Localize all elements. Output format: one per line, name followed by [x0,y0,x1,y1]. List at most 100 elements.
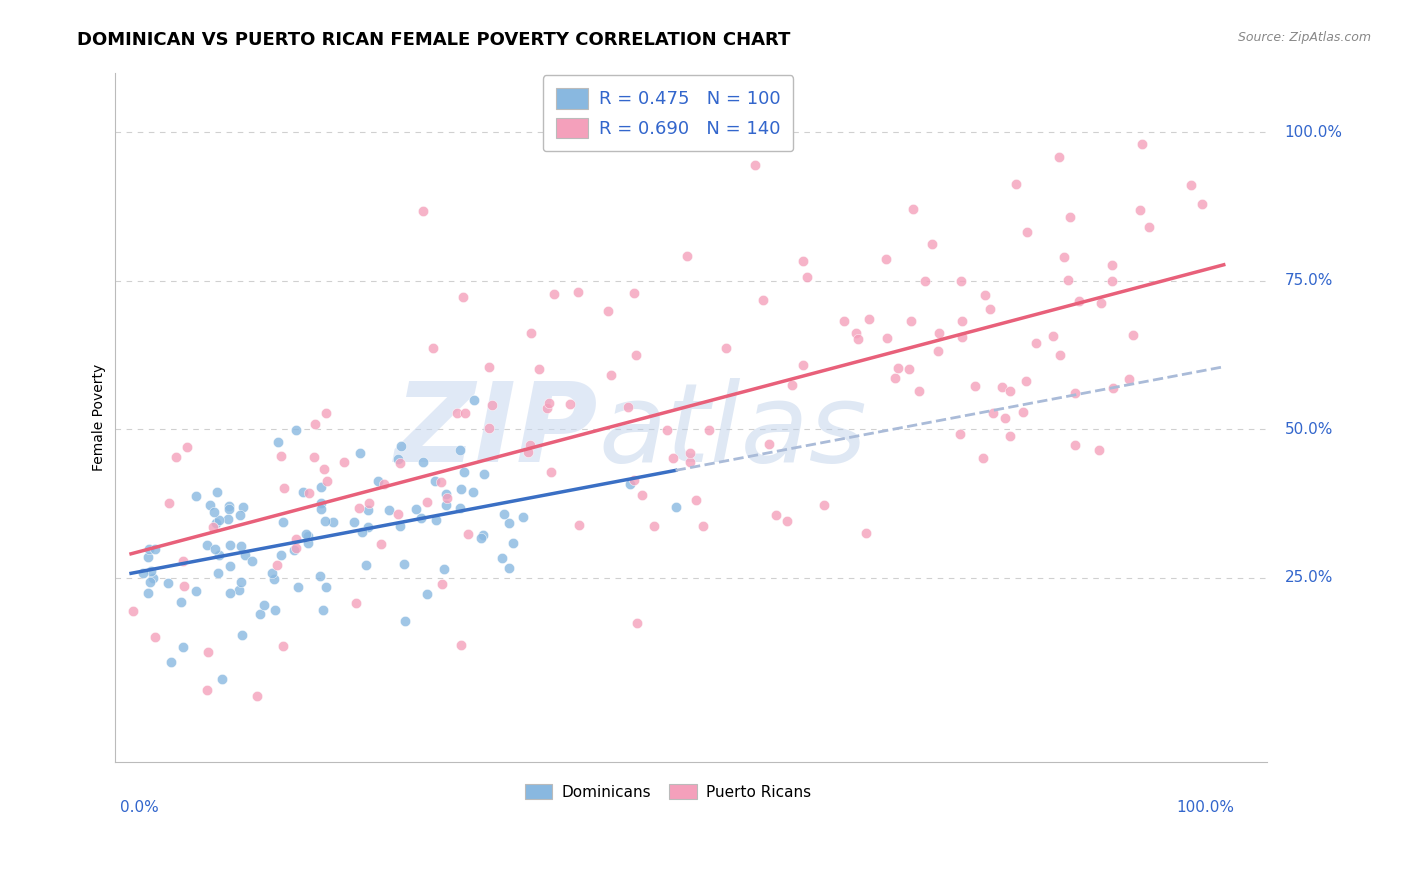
Point [169,595,191,609]
Point [974,287,997,301]
Point [218,499,240,513]
Point [1015,374,1038,388]
Point [676,250,699,264]
Point [512,510,534,524]
Point [998,384,1021,398]
Point [1101,381,1123,395]
Point [1047,150,1070,164]
Point [207,566,229,581]
Point [233,548,256,562]
Point [491,551,513,566]
Point [478,359,501,374]
Point [855,526,877,541]
Text: Source: ZipAtlas.com: Source: ZipAtlas.com [1237,31,1371,45]
Point [792,254,814,268]
Point [875,252,897,266]
Point [1130,137,1153,152]
Point [1090,295,1112,310]
Point [159,655,181,669]
Point [425,513,447,527]
Point [624,348,647,362]
Point [309,495,332,509]
Point [568,517,591,532]
Point [389,456,412,470]
Point [457,527,479,541]
Point [142,571,165,585]
Point [270,548,292,562]
Point [186,489,208,503]
Point [1088,442,1111,457]
Point [662,450,685,465]
Point [314,514,336,528]
Text: DOMINICAN VS PUERTO RICAN FEMALE POVERTY CORRELATION CHART: DOMINICAN VS PUERTO RICAN FEMALE POVERTY… [77,31,790,49]
Point [231,628,253,642]
Point [481,398,503,412]
Point [270,449,292,463]
Point [246,690,269,704]
Point [263,572,285,586]
Point [928,326,950,340]
Point [1059,210,1081,224]
Point [463,392,485,407]
Point [389,519,412,533]
Point [697,423,720,437]
Text: 100.0%: 100.0% [1285,125,1343,140]
Point [994,410,1017,425]
Point [472,467,495,481]
Point [394,614,416,628]
Point [218,501,240,516]
Point [744,158,766,172]
Text: 75.0%: 75.0% [1285,273,1333,288]
Point [249,607,271,621]
Point [284,541,307,556]
Point [312,602,335,616]
Point [139,575,162,590]
Point [287,580,309,594]
Point [322,515,344,529]
Point [373,476,395,491]
Point [434,487,457,501]
Point [136,550,159,565]
Point [217,511,239,525]
Point [122,604,145,618]
Point [309,480,332,494]
Point [1101,275,1123,289]
Point [316,474,339,488]
Point [204,541,226,556]
Point [498,516,520,530]
Point [229,575,252,590]
Point [283,542,305,557]
Point [536,401,558,415]
Point [197,645,219,659]
Point [623,286,645,301]
Point [453,465,475,479]
Point [422,341,444,355]
Point [796,269,818,284]
Point [370,537,392,551]
Point [451,290,474,304]
Point [1017,225,1039,239]
Point [298,485,321,500]
Point [692,518,714,533]
Point [315,580,337,594]
Point [157,576,180,591]
Point [430,475,453,489]
Point [1137,220,1160,235]
Point [626,616,648,631]
Point [908,384,931,398]
Point [454,406,477,420]
Text: 0.0%: 0.0% [120,799,159,814]
Point [347,501,370,516]
Point [200,498,222,512]
Point [478,421,501,435]
Point [1067,293,1090,308]
Point [387,508,409,522]
Point [1118,372,1140,386]
Point [492,507,515,521]
Point [412,455,434,469]
Point [765,508,787,523]
Point [232,500,254,514]
Point [780,377,803,392]
Point [567,285,589,300]
Point [172,640,194,654]
